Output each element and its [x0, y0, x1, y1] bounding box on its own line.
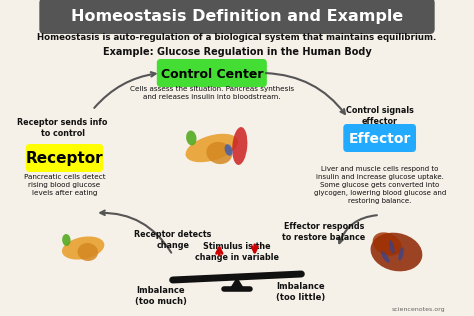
- FancyBboxPatch shape: [157, 59, 267, 87]
- FancyBboxPatch shape: [39, 0, 435, 34]
- Ellipse shape: [371, 233, 422, 271]
- Text: Imbalance
(too much): Imbalance (too much): [135, 286, 186, 306]
- Ellipse shape: [398, 247, 404, 261]
- Text: Receptor detects
change: Receptor detects change: [134, 230, 211, 250]
- Text: Receptor sends info
to control: Receptor sends info to control: [18, 118, 108, 138]
- Text: Control signals
effector: Control signals effector: [346, 106, 414, 126]
- Text: Stimulus is the
change in variable: Stimulus is the change in variable: [195, 242, 279, 262]
- Ellipse shape: [78, 243, 98, 261]
- Text: Liver and muscle cells respond to
insulin and increase glucose uptake.
Some gluc: Liver and muscle cells respond to insuli…: [313, 167, 446, 204]
- Ellipse shape: [62, 234, 71, 246]
- Ellipse shape: [232, 127, 247, 165]
- FancyBboxPatch shape: [343, 124, 416, 152]
- Ellipse shape: [389, 240, 394, 254]
- Text: Effector: Effector: [348, 132, 411, 146]
- Ellipse shape: [186, 131, 197, 145]
- Polygon shape: [229, 277, 245, 289]
- Ellipse shape: [373, 232, 401, 256]
- FancyBboxPatch shape: [26, 144, 103, 172]
- Ellipse shape: [185, 134, 238, 162]
- Text: Control Center: Control Center: [161, 68, 263, 81]
- Text: Effector responds
to restore balance: Effector responds to restore balance: [282, 222, 365, 242]
- Text: Cells assess the situation. Pancreas synthesis
and releases insulin into bloodst: Cells assess the situation. Pancreas syn…: [130, 86, 294, 100]
- Text: Pancreatic cells detect
rising blood glucose
levels after eating: Pancreatic cells detect rising blood glu…: [24, 174, 105, 196]
- Text: Homeostasis Definition and Example: Homeostasis Definition and Example: [71, 9, 403, 25]
- Ellipse shape: [381, 251, 390, 263]
- Text: sciencenotes.org: sciencenotes.org: [392, 307, 445, 312]
- Text: Receptor: Receptor: [26, 151, 103, 167]
- Text: Imbalance
(too little): Imbalance (too little): [276, 282, 325, 302]
- Ellipse shape: [206, 142, 232, 164]
- Ellipse shape: [225, 144, 233, 156]
- Text: Example: Glucose Regulation in the Human Body: Example: Glucose Regulation in the Human…: [103, 47, 371, 57]
- Text: Homeostasis is auto-regulation of a biological system that maintains equilibrium: Homeostasis is auto-regulation of a biol…: [37, 33, 437, 42]
- Ellipse shape: [62, 236, 104, 259]
